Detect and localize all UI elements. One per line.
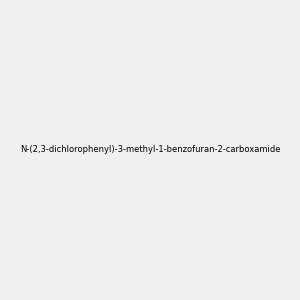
Text: N-(2,3-dichlorophenyl)-3-methyl-1-benzofuran-2-carboxamide: N-(2,3-dichlorophenyl)-3-methyl-1-benzof… <box>20 146 280 154</box>
